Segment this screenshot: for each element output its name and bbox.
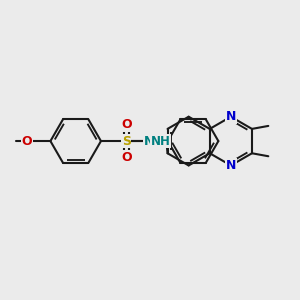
Text: N: N — [226, 110, 236, 123]
Text: O: O — [21, 135, 32, 148]
Text: N: N — [226, 159, 236, 172]
Text: N: N — [226, 110, 236, 123]
Text: O: O — [21, 135, 32, 148]
Text: N: N — [226, 159, 236, 172]
Text: O: O — [121, 118, 131, 131]
Text: S: S — [122, 135, 131, 148]
Text: NH: NH — [144, 135, 165, 148]
Text: S: S — [122, 135, 131, 148]
Text: O: O — [121, 118, 131, 131]
Text: O: O — [121, 151, 131, 164]
Text: NH: NH — [151, 135, 170, 148]
Text: O: O — [121, 151, 131, 164]
